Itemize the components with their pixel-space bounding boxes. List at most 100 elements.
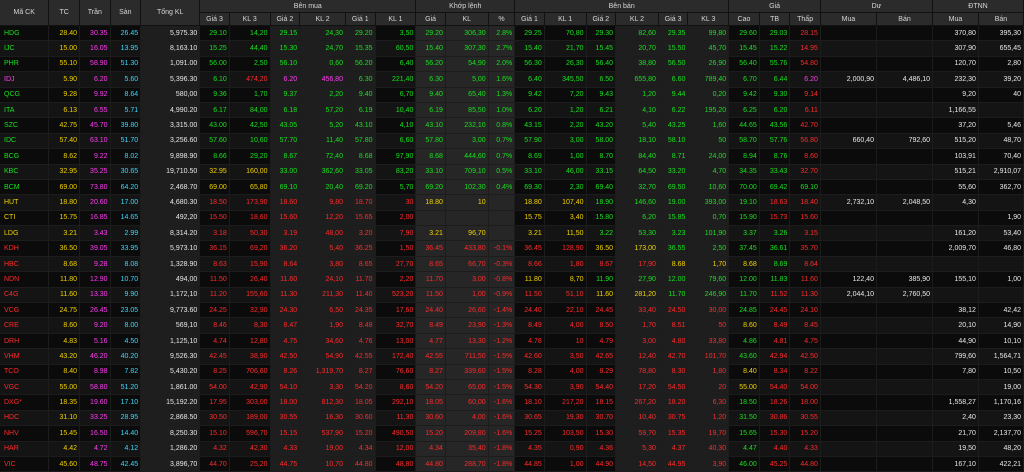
stock-symbol[interactable]: IDJ bbox=[0, 71, 50, 88]
stock-row[interactable]: DRH 4.83 5.16 4.50 1,125,10 4.74 12,80 4.75 34,6… bbox=[0, 333, 1024, 350]
subheader-bán[interactable]: Bán bbox=[978, 12, 1024, 26]
stock-symbol[interactable]: HBC bbox=[0, 256, 50, 273]
stock-row[interactable]: CRE 8.60 9.20 8.00 569,10 8.46 8,30 8.47 1,90 8.4… bbox=[0, 317, 1024, 334]
stock-symbol[interactable]: LDG bbox=[0, 225, 50, 242]
subheader-tb[interactable]: TB bbox=[759, 12, 791, 26]
stock-row[interactable]: NDN 11.80 12.90 10.70 494,00 11.50 26,40 11.60 2… bbox=[0, 271, 1024, 288]
cell-bán: 385,90 bbox=[876, 271, 934, 288]
subheader-giá-2[interactable]: Giá 2 bbox=[270, 12, 301, 26]
ref-price: 11.60 bbox=[48, 287, 80, 304]
subheader-giá-1[interactable]: Giá 1 bbox=[345, 12, 376, 26]
subheader-thấp[interactable]: Thấp bbox=[789, 12, 821, 26]
cell-kl-2: 5,20 bbox=[299, 117, 346, 134]
stock-row[interactable]: VCG 24.75 26.45 23.05 9,773.60 24.25 32,90 24.3… bbox=[0, 302, 1024, 319]
subheader-mua[interactable]: Mua bbox=[820, 12, 877, 26]
cell-giá-2: 69.40 bbox=[586, 179, 617, 196]
subheader-kl[interactable]: KL bbox=[445, 12, 489, 26]
stock-row[interactable]: C4G 11.60 13.30 9.90 1,172,10 11.20 155,60 11.3… bbox=[0, 287, 1024, 304]
header-giá[interactable]: Giá bbox=[728, 0, 821, 13]
header-bên-bán[interactable]: Bên bán bbox=[514, 0, 730, 13]
stock-symbol[interactable]: DXG* bbox=[0, 394, 50, 411]
stock-symbol[interactable]: HDC bbox=[0, 410, 50, 427]
stock-symbol[interactable]: HDG bbox=[0, 25, 50, 42]
header-đtnn[interactable]: ĐTNN bbox=[932, 0, 1024, 13]
stock-row[interactable]: CTI 15.75 16.85 14.65 492,20 15.50 18,60 15.60 1… bbox=[0, 210, 1024, 227]
stock-row[interactable]: HDG 28.40 30.35 26.45 5,975.30 29.10 14,20 29.1… bbox=[0, 25, 1024, 42]
stock-symbol[interactable]: ITA bbox=[0, 102, 50, 119]
stock-symbol[interactable]: VIC bbox=[0, 456, 50, 472]
subheader-bán[interactable]: Bán bbox=[876, 12, 934, 26]
header-trần[interactable]: Trần bbox=[79, 0, 111, 26]
stock-symbol[interactable]: HUT bbox=[0, 194, 50, 211]
stock-symbol[interactable]: IDC bbox=[0, 133, 50, 150]
stock-row[interactable]: HDC 31.10 33.25 28.95 2,868.50 30.50 189,00 30.… bbox=[0, 410, 1024, 427]
subheader-giá[interactable]: Giá bbox=[415, 12, 446, 26]
stock-symbol[interactable]: NHV bbox=[0, 425, 50, 442]
subheader-giá-3[interactable]: Giá 3 bbox=[658, 12, 689, 26]
stock-symbol[interactable]: BCG bbox=[0, 148, 50, 165]
stock-row[interactable]: IDC 57.40 63.10 51.70 3,256.60 57.60 10,60 57.7… bbox=[0, 133, 1024, 150]
stock-symbol[interactable]: VCG bbox=[0, 302, 50, 319]
header-dư[interactable]: Dư bbox=[820, 0, 934, 13]
stock-row[interactable]: BCG 8.62 9.22 8.02 9,898.90 8.66 29,20 8.67 72,4… bbox=[0, 148, 1024, 165]
header-tc[interactable]: TC bbox=[48, 0, 80, 26]
cell-kl-3: 29,20 bbox=[229, 148, 271, 165]
stock-symbol[interactable]: SZC bbox=[0, 117, 50, 134]
stock-symbol[interactable]: DRH bbox=[0, 333, 50, 350]
stock-row[interactable]: SZC 42.75 45.70 39.80 3,315.00 43.00 42,50 43.0… bbox=[0, 117, 1024, 134]
subheader-mua[interactable]: Mua bbox=[932, 12, 979, 26]
subheader-kl-2[interactable]: KL 2 bbox=[615, 12, 659, 26]
stock-row[interactable]: HUT 18.80 20.60 17.00 4,680.30 18.50 173,90 18.… bbox=[0, 194, 1024, 211]
subheader-kl-3[interactable]: KL 3 bbox=[229, 12, 271, 26]
stock-row[interactable]: HBC 8.68 9.28 8.08 1,328.90 8.63 15,90 8.64 3,80… bbox=[0, 256, 1024, 273]
header-sàn[interactable]: Sàn bbox=[110, 0, 142, 26]
stock-symbol[interactable]: IJC bbox=[0, 40, 50, 57]
subheader-kl-1[interactable]: KL 1 bbox=[544, 12, 587, 26]
stock-row[interactable]: VIC 45.60 48.75 42.45 3,896,70 44.70 25,20 44.7… bbox=[0, 456, 1024, 472]
stock-symbol[interactable]: PHR bbox=[0, 56, 50, 73]
header-tổng-kl[interactable]: Tổng KL bbox=[140, 0, 201, 26]
stock-symbol[interactable]: KDH bbox=[0, 240, 50, 257]
cell-kl-3: 8,30 bbox=[229, 317, 271, 334]
stock-symbol[interactable]: BCM bbox=[0, 179, 50, 196]
stock-symbol[interactable]: NDN bbox=[0, 271, 50, 288]
stock-symbol[interactable]: CTI bbox=[0, 210, 50, 227]
cell-cao: 8.94 bbox=[728, 148, 760, 165]
stock-row[interactable]: VHM 43.20 46.20 40.20 9,526.30 42.45 38,90 42.5… bbox=[0, 348, 1024, 365]
stock-row[interactable]: PHR 55.10 58.90 51.30 1,091.00 56.00 2,50 56.10… bbox=[0, 56, 1024, 73]
subheader-kl-3[interactable]: KL 3 bbox=[687, 12, 730, 26]
subheader-giá-2[interactable]: Giá 2 bbox=[586, 12, 617, 26]
stock-row[interactable]: KDH 36.50 39.05 33.95 5,973.10 36.15 69,20 36.2… bbox=[0, 240, 1024, 257]
cell-kl: 3,00 bbox=[445, 271, 489, 288]
subheader-cao[interactable]: Cao bbox=[728, 12, 760, 26]
header-bên-mua[interactable]: Bên mua bbox=[199, 0, 417, 13]
stock-symbol[interactable]: QCG bbox=[0, 87, 50, 103]
stock-row[interactable]: VGC 55.00 58.80 51.20 1,861.00 54.00 42,90 54.1… bbox=[0, 379, 1024, 396]
stock-symbol[interactable]: VGC bbox=[0, 379, 50, 396]
stock-symbol[interactable]: KBC bbox=[0, 164, 50, 180]
stock-row[interactable]: HAR 4.42 4.72 4.12 1,286.20 4.32 42,30 4.33 19,0… bbox=[0, 441, 1024, 457]
stock-symbol[interactable]: HAR bbox=[0, 441, 50, 457]
stock-row[interactable]: KBC 32.95 35.25 30.65 19,710.50 32.95 160,00 33… bbox=[0, 164, 1024, 180]
stock-row[interactable]: BCM 69.00 73.80 64.20 2,468.70 69.00 65,80 69.1… bbox=[0, 179, 1024, 196]
stock-symbol[interactable]: TCO bbox=[0, 364, 50, 380]
stock-row[interactable]: NHV 15.45 16.50 14.40 8,250.30 15.10 596,70 15.… bbox=[0, 425, 1024, 442]
subheader--[interactable]: % bbox=[488, 12, 516, 26]
stock-symbol[interactable]: VHM bbox=[0, 348, 50, 365]
stock-row[interactable]: ITA 6.13 6.55 5.71 4,990.20 6.17 84,00 6.18 57,2… bbox=[0, 102, 1024, 119]
stock-row[interactable]: DXG* 18.35 19.60 17.10 15,192.20 17.95 303,00 1… bbox=[0, 394, 1024, 411]
stock-symbol[interactable]: CRE bbox=[0, 317, 50, 334]
subheader-giá-3[interactable]: Giá 3 bbox=[199, 12, 230, 26]
stock-row[interactable]: QCG 9.28 9.92 8.64 580,00 9.36 1,70 9.37 2,20 9.4… bbox=[0, 87, 1024, 103]
stock-row[interactable]: IJC 15.00 16.05 13.95 8,163.10 15.25 44,40 15.3… bbox=[0, 40, 1024, 57]
header-mã-ck[interactable]: Mã CK bbox=[0, 0, 50, 26]
subheader-giá-1[interactable]: Giá 1 bbox=[514, 12, 545, 26]
cell-giá-1: 4.78 bbox=[514, 333, 545, 350]
stock-row[interactable]: TCO 8.40 8.98 7.82 5,430.20 8.25 706,60 8.26 1,3… bbox=[0, 364, 1024, 380]
subheader-kl-1[interactable]: KL 1 bbox=[375, 12, 417, 26]
stock-row[interactable]: LDG 3.21 3.43 2.99 8,314.20 3.18 50,30 3.19 48,0… bbox=[0, 225, 1024, 242]
header-khớp-lệnh[interactable]: Khớp lệnh bbox=[415, 0, 516, 13]
stock-symbol[interactable]: C4G bbox=[0, 287, 50, 304]
subheader-kl-2[interactable]: KL 2 bbox=[299, 12, 346, 26]
stock-row[interactable]: IDJ 5.90 6.20 5.60 5,396.30 6.10 474,20 6.20 456… bbox=[0, 71, 1024, 88]
